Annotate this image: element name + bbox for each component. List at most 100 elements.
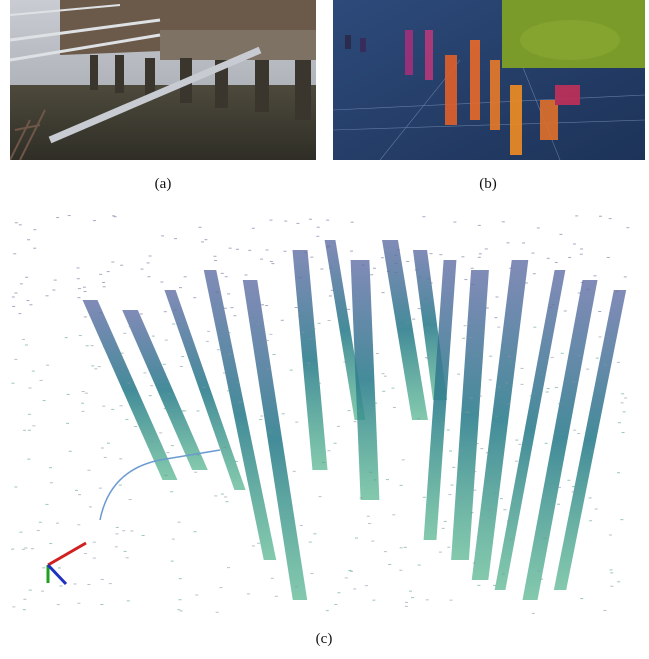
cloud-point — [266, 340, 269, 341]
cloud-point — [596, 358, 599, 359]
cloud-point — [40, 380, 43, 381]
cloud-point — [622, 432, 625, 433]
cloud-point — [322, 462, 325, 463]
cloud-point — [537, 227, 540, 228]
cloud-point — [91, 345, 94, 346]
cloud-point — [362, 265, 365, 266]
cloud-point — [224, 496, 227, 497]
cloud-point — [221, 273, 224, 274]
cloud-point — [199, 227, 202, 228]
cloud-point — [400, 547, 403, 548]
cloud-point — [84, 291, 87, 292]
cloud-point — [149, 395, 152, 396]
cloud-point — [86, 345, 89, 346]
cloud-point — [203, 387, 206, 388]
cloud-point — [610, 569, 613, 570]
cloud-point — [129, 499, 132, 500]
cloud-point — [599, 216, 602, 217]
cloud-point — [350, 251, 353, 252]
cloud-point — [462, 338, 465, 339]
cloud-point — [617, 472, 620, 473]
cloud-point — [267, 368, 270, 369]
cloud-point — [617, 362, 620, 363]
cloud-point — [337, 426, 340, 427]
cloud-point — [107, 443, 110, 444]
cloud-point — [373, 268, 376, 269]
cloud-point — [79, 335, 82, 336]
cloud-point — [507, 520, 510, 521]
cloud-point — [497, 387, 500, 388]
cloud-point — [415, 269, 418, 270]
cloud-point — [489, 356, 492, 357]
cloud-point — [33, 229, 36, 230]
cloud-point — [411, 597, 414, 598]
cloud-point — [418, 308, 421, 309]
cloud-point — [369, 472, 372, 473]
cloud-point — [334, 604, 337, 605]
cloud-point — [124, 551, 127, 552]
cloud-point — [93, 558, 96, 559]
cloud-point — [32, 425, 35, 426]
cloud-point — [493, 585, 496, 586]
cloud-point — [470, 397, 473, 398]
cloud-point — [270, 261, 273, 262]
cloud-point — [355, 538, 358, 539]
cloud-point — [100, 604, 103, 605]
cloud-point — [497, 327, 500, 328]
cloud-point — [575, 215, 578, 216]
cloud-point — [12, 296, 15, 297]
cloud-point — [603, 610, 606, 611]
cloud-point — [551, 357, 554, 358]
cloud-point — [224, 308, 227, 309]
cloud-point — [317, 227, 320, 228]
cloud-point — [329, 268, 332, 269]
cloud-point — [126, 557, 129, 558]
cloud-point — [469, 337, 472, 338]
cloud-point — [54, 280, 57, 281]
cloud-point — [306, 381, 309, 382]
cloud-point — [252, 228, 255, 229]
cloud-point — [223, 447, 226, 448]
cloud-point — [618, 422, 621, 423]
cloud-point — [376, 353, 379, 354]
cloud-point — [430, 253, 433, 254]
cloud-point — [459, 450, 462, 451]
cloud-point — [227, 390, 230, 391]
cloud-point — [284, 221, 287, 222]
cloud-point — [328, 320, 331, 321]
cloud-point — [179, 287, 182, 288]
cloud-point — [84, 553, 87, 554]
cloud-point — [204, 239, 207, 240]
cloud-point — [533, 327, 536, 328]
cloud-point — [170, 491, 173, 492]
cloud-point — [580, 254, 583, 255]
cloud-point — [14, 487, 17, 488]
cloud-point — [99, 274, 102, 275]
cloud-point — [228, 354, 231, 355]
cloud-point — [610, 586, 613, 587]
cloud-point — [360, 497, 363, 498]
cloud-point — [418, 565, 421, 566]
cloud-point — [586, 369, 589, 370]
cloud-point — [119, 485, 122, 486]
cloud-point — [624, 276, 627, 277]
cloud-point — [479, 396, 482, 397]
cloud-point — [159, 432, 162, 433]
cloud-point — [552, 304, 555, 305]
cloud-point — [152, 336, 155, 337]
cloud-point — [25, 344, 28, 345]
cloud-point — [225, 276, 228, 277]
cloud-point — [310, 573, 313, 574]
cloud-point — [607, 257, 610, 258]
cloud-point — [489, 379, 492, 380]
cloud-point — [485, 248, 488, 249]
cloud-point — [272, 354, 275, 355]
cloud-point — [214, 495, 217, 496]
cloud-point — [581, 282, 584, 283]
cloud-point — [533, 273, 536, 274]
cloud-point — [295, 307, 298, 308]
cloud-point — [206, 341, 209, 342]
cloud-point — [559, 234, 562, 235]
cloud-point — [37, 530, 40, 531]
cloud-point — [216, 292, 219, 293]
